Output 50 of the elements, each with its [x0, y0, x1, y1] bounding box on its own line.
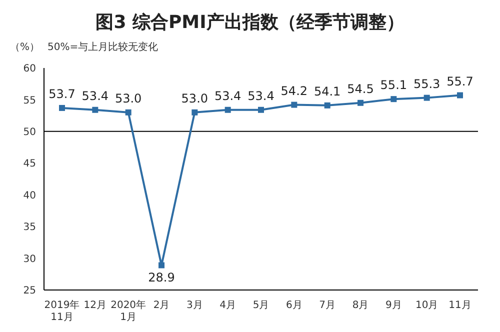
chart-title: 图3 综合PMI产出指数（经季节调整） [94, 11, 406, 34]
y-tick-label: 25 [23, 286, 36, 297]
data-label: 53.0 [114, 91, 142, 106]
y-tick-label: 30 [23, 254, 36, 265]
y-tick-label: 40 [23, 190, 36, 202]
data-label: 55.7 [446, 74, 474, 88]
point [390, 96, 397, 102]
point [92, 106, 98, 113]
data-label: 53.4 [214, 88, 242, 103]
point [59, 104, 65, 111]
data-label: 54.1 [314, 84, 341, 98]
point [358, 100, 364, 106]
x-tick-label: 9月 [385, 300, 402, 311]
data-label: 55.1 [380, 78, 408, 92]
point [457, 92, 463, 98]
x-tick-label: 2020年 1月 [110, 299, 146, 323]
data-label: 54.2 [280, 84, 308, 98]
point [125, 109, 132, 116]
data-label: 55.3 [413, 76, 440, 91]
data-label: 53.4 [248, 88, 274, 103]
y-tick-label: 35 [23, 222, 36, 234]
data-label: 53.0 [181, 91, 208, 106]
x-tick-label: 4月 [220, 300, 236, 311]
x-tick-label: 2月 [153, 300, 170, 311]
point [424, 94, 430, 101]
x-tick-label: 11月 [448, 300, 472, 311]
point [324, 102, 330, 108]
point [224, 106, 231, 113]
data-label: 54.5 [347, 82, 374, 96]
y-axis-title: （%） [10, 42, 40, 53]
y-tick-label: 55 [23, 95, 36, 106]
x-tick-label: 3月 [186, 300, 203, 311]
point [291, 102, 298, 108]
text: 50%=与上月比较无变化 [48, 42, 158, 53]
y-tick-label: 45 [23, 158, 36, 170]
x-tick-label: 5月 [252, 300, 270, 311]
data-label: 28.9 [148, 270, 175, 284]
x-tick-label: 8月 [352, 300, 369, 311]
x-tick-label: 7月 [319, 300, 336, 311]
point [158, 262, 164, 268]
x-tick-label: 6月 [286, 300, 302, 311]
y-tick-label: 50 [23, 126, 36, 138]
x-tick-label: 12月 [84, 300, 107, 311]
y-tick-label: 60 [23, 64, 36, 75]
x-tick-label: 2019年 11月 [44, 299, 80, 323]
data-label: 53.7 [48, 86, 76, 101]
x-tick-label: 10月 [415, 300, 438, 311]
data-label: 53.4 [82, 88, 109, 103]
point [192, 109, 198, 116]
point [258, 106, 264, 113]
